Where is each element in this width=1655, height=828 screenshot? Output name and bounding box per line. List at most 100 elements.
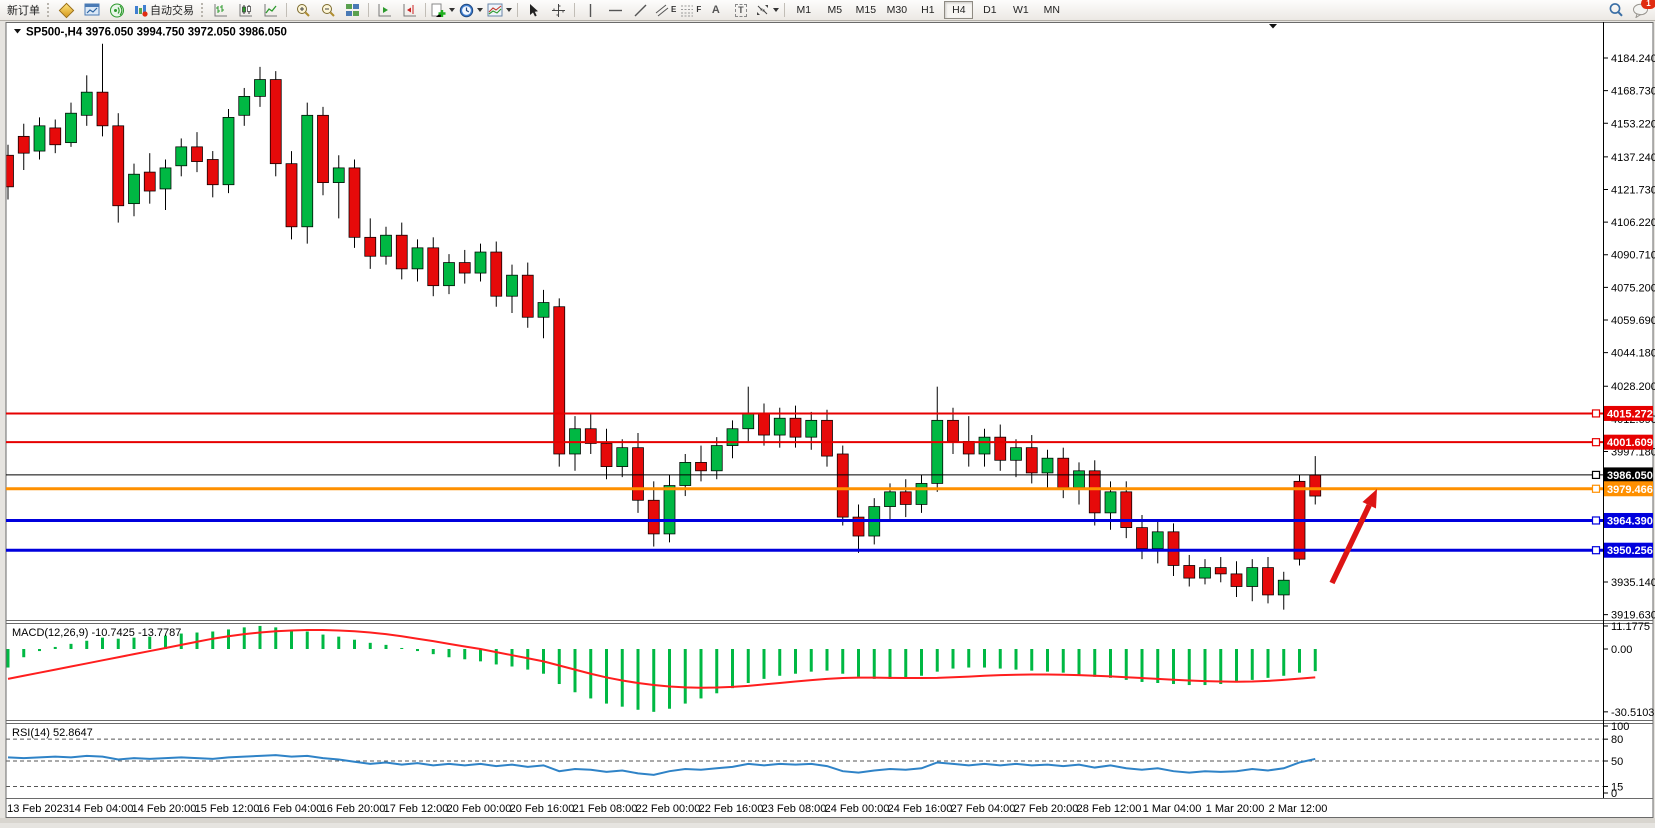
- rsi-axis-label: 0: [1611, 788, 1617, 800]
- time-label: 22 Feb 16:00: [699, 803, 764, 815]
- symbol-dropdown-icon[interactable]: [14, 29, 21, 34]
- chart-window-icon: [84, 3, 99, 16]
- time-label: 23 Feb 08:00: [762, 803, 827, 815]
- gold-diamond-icon: [58, 2, 75, 18]
- templates-icon: [487, 3, 503, 17]
- timeframe-w1-button[interactable]: W1: [1012, 4, 1029, 16]
- price-label: 3935.140: [1611, 577, 1655, 589]
- arrows-dropdown-caret: [773, 8, 780, 12]
- chart-canvas[interactable]: SP500-,H4 3976.050 3994.750 3972.050 398…: [0, 22, 1655, 823]
- time-label: 28 Feb 12:00: [1077, 803, 1142, 815]
- hline-anchor[interactable]: [1591, 546, 1601, 555]
- cursor-button[interactable]: [521, 0, 546, 20]
- crosshair-button[interactable]: [546, 0, 571, 20]
- price-label: 4044.180: [1611, 348, 1655, 360]
- time-label: 1 Mar 04:00: [1143, 803, 1202, 815]
- vertical-line-icon: [589, 3, 592, 17]
- toolbar-separator: [784, 3, 786, 17]
- text-button[interactable]: A: [703, 0, 728, 20]
- tile-windows-icon: [346, 4, 359, 16]
- bar-chart-button[interactable]: [208, 0, 233, 20]
- time-label: 1 Mar 20:00: [1206, 803, 1265, 815]
- hline-anchor[interactable]: [1591, 516, 1601, 525]
- profile-button[interactable]: [54, 0, 79, 20]
- hline-anchor[interactable]: [1591, 484, 1601, 493]
- hline-anchor[interactable]: [1591, 470, 1601, 480]
- equidistant-channel-button[interactable]: E: [653, 0, 678, 20]
- macd-signal-line: [7, 629, 1316, 689]
- periods-clock-icon: [459, 3, 474, 17]
- toolbar-separator: [517, 3, 518, 17]
- time-label: 20 Feb 16:00: [510, 803, 575, 815]
- auto-scroll-button[interactable]: [372, 0, 397, 20]
- toolbar-separator: [574, 3, 575, 17]
- price-badge-label: 3950.256: [1607, 545, 1653, 557]
- time-label: 27 Feb 20:00: [1014, 803, 1079, 815]
- time-label: 20 Feb 00:00: [447, 803, 512, 815]
- signals-icon: [109, 3, 124, 17]
- chat-button[interactable]: 1: [1628, 0, 1655, 20]
- trend-arrow-annotation[interactable]: [1329, 489, 1377, 585]
- vertical-line-button[interactable]: [578, 0, 603, 20]
- price-label: 4090.710: [1611, 250, 1655, 262]
- line-chart-button[interactable]: [258, 0, 283, 20]
- zoom-in-button[interactable]: [290, 0, 315, 20]
- timeframe-m30-button[interactable]: M30: [886, 4, 908, 16]
- zoom-out-button[interactable]: [315, 0, 340, 20]
- indicators-dropdown-caret: [449, 8, 455, 12]
- timeframe-m1-button[interactable]: M1: [796, 4, 812, 16]
- new-chart-button[interactable]: [79, 0, 104, 20]
- timeframe-m5-button[interactable]: M5: [827, 4, 843, 16]
- price-label: 3919.630: [1611, 610, 1655, 622]
- candlestick-chart-button[interactable]: [233, 0, 258, 20]
- time-label: 14 Feb 20:00: [132, 803, 197, 815]
- timeframe-h4-button[interactable]: H4: [944, 1, 974, 19]
- periods-button[interactable]: [457, 0, 485, 20]
- price-label: 4106.220: [1611, 217, 1655, 229]
- timeframe-m15-button[interactable]: M15: [855, 4, 877, 16]
- timeframe-mn-button[interactable]: MN: [1043, 4, 1061, 16]
- zoom-out-icon: [321, 3, 335, 17]
- autotrading-button[interactable]: 自动交易: [129, 0, 199, 20]
- new-order-button[interactable]: 新订单: [2, 0, 45, 20]
- periods-dropdown-caret: [477, 8, 483, 12]
- chart-window: SP500-,H4 3976.050 3994.750 3972.050 398…: [0, 22, 1655, 823]
- time-label: 24 Feb 16:00: [888, 803, 953, 815]
- signals-button[interactable]: [104, 0, 129, 20]
- horizontal-line-button[interactable]: [603, 0, 628, 20]
- templates-button[interactable]: [485, 0, 514, 20]
- macd-label: MACD(12,26,9) -10.7425 -13.7787: [12, 627, 181, 639]
- line-chart-icon: [264, 3, 277, 16]
- rsi-axis-label: 50: [1611, 756, 1623, 768]
- text-label-button[interactable]: T: [728, 0, 753, 20]
- hline-anchor[interactable]: [1591, 438, 1601, 447]
- timeframe-h1-button[interactable]: H1: [921, 4, 935, 16]
- toolbar-separator: [425, 3, 426, 17]
- timeframe-d1-button[interactable]: D1: [983, 4, 997, 16]
- macd-indicator: [6, 625, 1317, 712]
- rsi-axis-label: 100: [1611, 721, 1629, 733]
- fibonacci-button[interactable]: F: [678, 0, 703, 20]
- trendline-icon: [634, 4, 647, 16]
- price-label: 4075.200: [1611, 282, 1655, 294]
- arrows-button[interactable]: [753, 0, 781, 20]
- macd-axis-label: -30.5103: [1611, 707, 1654, 719]
- chart-shift-button[interactable]: [397, 0, 422, 20]
- toolbar-grip: [47, 3, 52, 17]
- price-label: 4184.240: [1611, 53, 1655, 65]
- time-label: 22 Feb 00:00: [636, 803, 701, 815]
- trendline-button[interactable]: [628, 0, 653, 20]
- indicators-button[interactable]: [429, 0, 457, 20]
- hline-anchor[interactable]: [1591, 409, 1601, 418]
- zoom-in-icon: [296, 3, 310, 17]
- price-label: 4168.730: [1611, 86, 1655, 98]
- rsi-axis-label: 80: [1611, 734, 1623, 746]
- search-icon: [1609, 3, 1623, 17]
- tile-windows-button[interactable]: [340, 0, 365, 20]
- price-label: 4153.220: [1611, 118, 1655, 130]
- chart-marker-icon[interactable]: [1269, 24, 1277, 29]
- templates-dropdown-caret: [506, 8, 512, 12]
- search-button[interactable]: [1603, 0, 1628, 20]
- arrows-icon: [757, 5, 769, 15]
